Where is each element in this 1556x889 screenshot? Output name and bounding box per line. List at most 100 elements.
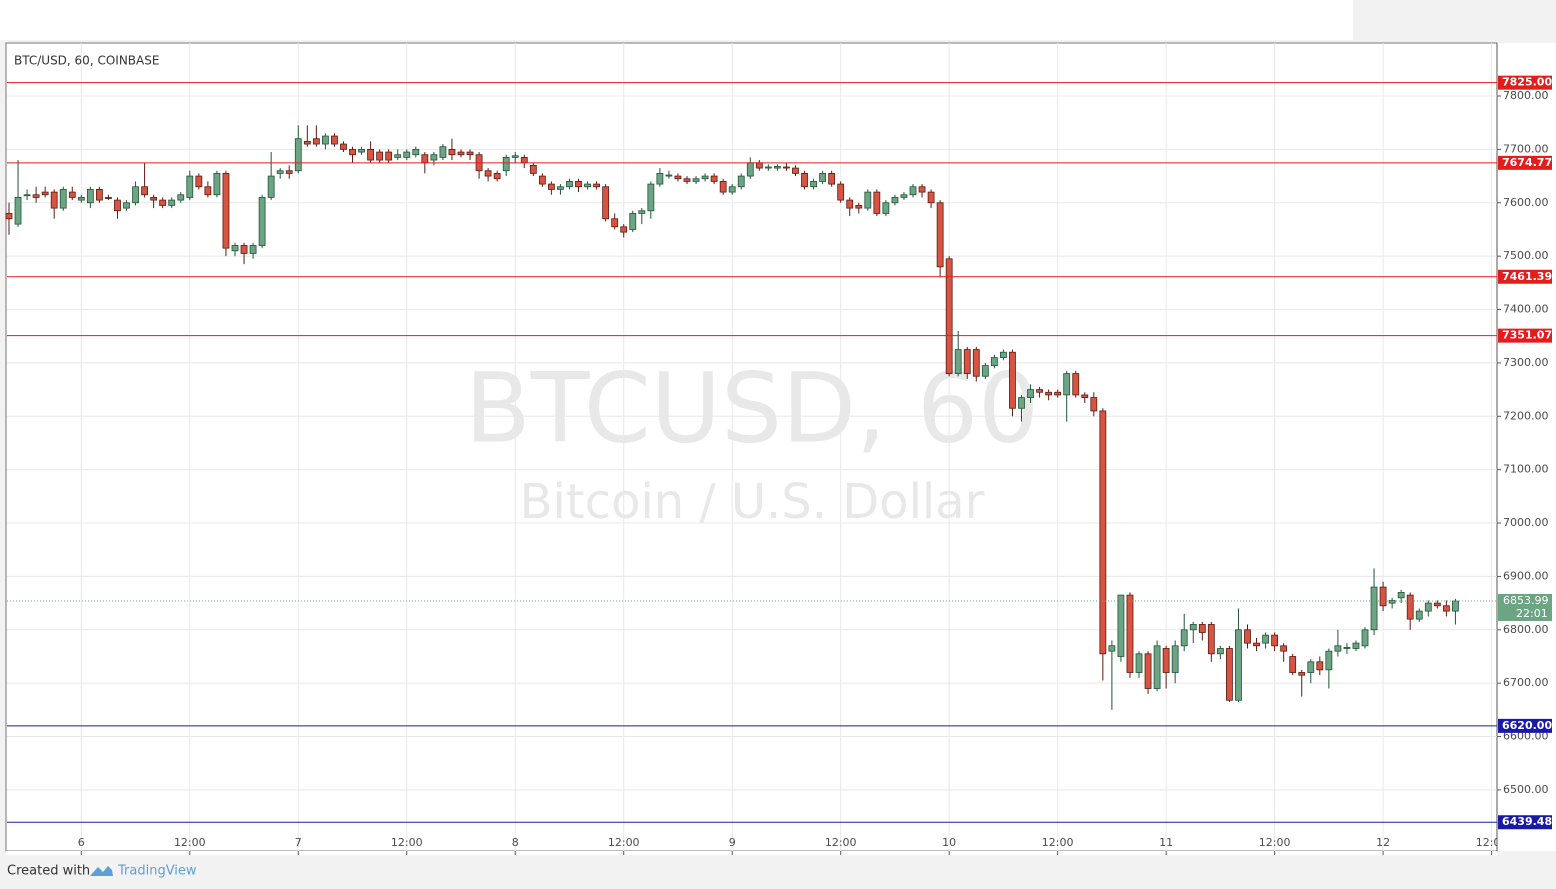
- candle-body: [303, 140, 311, 145]
- candle-body: [1325, 650, 1333, 671]
- candle-body: [403, 151, 411, 158]
- candle-body: [1000, 351, 1007, 358]
- candle-body: [394, 154, 402, 158]
- candle-body: [728, 186, 736, 193]
- candle-body: [972, 349, 980, 377]
- candle-body: [1135, 653, 1143, 673]
- candle-body: [249, 245, 257, 254]
- candle-body: [828, 173, 836, 185]
- candle-body: [349, 148, 356, 156]
- candle-body: [285, 170, 293, 174]
- candle-body: [502, 156, 510, 172]
- candle-body: [1316, 661, 1324, 671]
- candle-body: [538, 175, 546, 185]
- candle-body: [891, 197, 899, 204]
- candle-body: [656, 173, 664, 185]
- candle-body: [1171, 645, 1179, 673]
- level-label-box: [1498, 328, 1552, 343]
- brand-link[interactable]: TradingView: [117, 864, 197, 879]
- y-tick-label: 7200.00: [1503, 409, 1549, 422]
- candle-body: [620, 226, 628, 233]
- candle-body: [1009, 351, 1016, 409]
- countdown: 22:01: [1516, 607, 1548, 620]
- x-tick-label: 12:00: [1259, 836, 1291, 849]
- candle-body: [547, 183, 555, 190]
- candle-body: [340, 143, 347, 150]
- candle-body: [1018, 397, 1025, 409]
- candle-body: [1271, 634, 1279, 647]
- candle-body: [1361, 629, 1369, 647]
- x-tick-label: 8: [512, 836, 519, 849]
- candle-body: [792, 167, 799, 174]
- candle-body: [367, 148, 374, 161]
- candle-body: [77, 197, 85, 201]
- level-label: 6439.48: [1502, 815, 1552, 828]
- candle-body: [177, 194, 185, 201]
- candle-body: [267, 175, 275, 198]
- candle-body: [1216, 648, 1224, 655]
- candle-body: [1235, 629, 1242, 701]
- candle-body: [638, 210, 646, 214]
- x-tick-label: 12:00: [1042, 836, 1074, 849]
- level-label-box: [1498, 269, 1552, 284]
- candle-body: [819, 173, 827, 182]
- candle-body: [132, 186, 139, 204]
- candle-body: [114, 199, 121, 212]
- candle-body: [918, 186, 926, 193]
- candle-body: [954, 349, 962, 374]
- candle-body: [1442, 605, 1450, 612]
- candle-body: [1253, 642, 1260, 647]
- y-tick-label: 7300.00: [1503, 356, 1549, 369]
- candle-body: [59, 189, 67, 209]
- candle-body: [457, 151, 465, 156]
- candle-body: [783, 166, 790, 169]
- candle-body: [186, 175, 194, 198]
- candle-body: [1153, 645, 1161, 689]
- level-label: 7351.07: [1502, 329, 1552, 342]
- candle-body: [1090, 397, 1098, 412]
- x-tick-label: 12:00: [825, 836, 857, 849]
- level-label-box: [1498, 155, 1552, 170]
- x-tick-label: 12:00: [174, 836, 206, 849]
- watermark-subtitle: Bitcoin / U.S. Dollar: [520, 474, 985, 530]
- candle-body: [683, 178, 691, 182]
- chart-title: BTC/USD, 60, COINBASE: [14, 54, 159, 68]
- candle-body: [141, 186, 148, 196]
- candle-body: [204, 186, 212, 196]
- candle-body: [331, 135, 338, 145]
- candle-body: [873, 191, 881, 214]
- level-label-box: [1498, 75, 1552, 90]
- candle-body: [529, 164, 537, 174]
- y-tick-label: 7000.00: [1503, 516, 1549, 529]
- candle-body: [755, 162, 763, 169]
- candle-body: [801, 173, 808, 188]
- watermark: BTCUSD, 60: [465, 352, 1039, 464]
- x-axis: 6 12:00 7 12:00 8 12:00 9 12:00 10 12:00 11 12:00 12…: [78, 836, 1497, 855]
- candle-body: [493, 173, 501, 180]
- candle-body: [1108, 645, 1116, 652]
- candle-body: [846, 199, 854, 209]
- candle-body: [321, 135, 329, 145]
- candle-body: [900, 194, 908, 198]
- candle-body: [710, 175, 718, 182]
- candle-body: [14, 197, 22, 225]
- candle-body: [358, 148, 365, 153]
- y-tick-label: 7800.00: [1503, 89, 1549, 102]
- candle-body: [1180, 629, 1188, 647]
- candle-body: [312, 138, 320, 145]
- candle-body: [412, 148, 420, 156]
- candle-body: [1397, 592, 1405, 599]
- x-tick-label: 9: [729, 836, 736, 849]
- candle-body: [1054, 391, 1062, 396]
- candle-body: [123, 202, 130, 209]
- candle-body: [774, 166, 781, 169]
- candle-body: [990, 357, 998, 366]
- level-label: 7674.77: [1502, 156, 1552, 169]
- candle-body: [430, 154, 438, 161]
- candle-body: [23, 194, 31, 197]
- candle-body: [575, 181, 582, 188]
- candle-body: [520, 156, 528, 164]
- top-bar: [0, 0, 1353, 40]
